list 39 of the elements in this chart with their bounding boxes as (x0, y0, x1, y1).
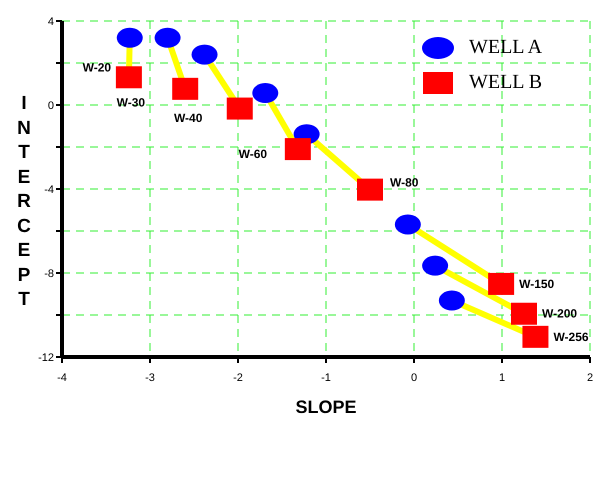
y-tick-label: -8 (44, 268, 54, 280)
point (252, 83, 278, 104)
point (422, 256, 448, 276)
point (284, 138, 311, 160)
x-tick-label: 0 (410, 372, 418, 384)
point (511, 302, 537, 325)
y-tick-label: 0 (48, 100, 54, 112)
annotation: W-20 (82, 60, 112, 74)
annotation: W-256 (553, 330, 589, 344)
annotation: W-40 (174, 110, 203, 125)
point (438, 290, 465, 311)
x-tick-label: -3 (145, 372, 155, 384)
point (394, 214, 421, 234)
annotation: W-30 (116, 95, 146, 110)
annotation: W-80 (390, 176, 419, 190)
x-tick-label: -2 (233, 372, 243, 384)
point (192, 44, 218, 65)
point (488, 272, 514, 295)
y-tick-label: 4 (48, 16, 54, 28)
point (154, 28, 181, 48)
x-tick-label: -1 (321, 372, 331, 384)
x-tick-label: -4 (57, 372, 67, 384)
annotation: W-60 (238, 147, 268, 162)
x-tick-label: 2 (586, 372, 594, 384)
point (357, 178, 383, 201)
point (172, 78, 198, 100)
x-tick-label: 1 (498, 372, 506, 384)
annotation: W-150 (519, 276, 555, 291)
point (116, 66, 142, 88)
y-tick-label: -4 (44, 184, 54, 196)
legend-label: WELL B (469, 71, 542, 94)
annotation: W-200 (542, 306, 578, 321)
x-axis-title: SLOPE (295, 397, 357, 417)
legend-label: WELL A (469, 36, 542, 59)
y-tick-label: -12 (38, 352, 54, 364)
text: INTERCEPT (17, 93, 31, 310)
point (522, 326, 548, 348)
point (226, 98, 253, 120)
point (116, 28, 143, 48)
